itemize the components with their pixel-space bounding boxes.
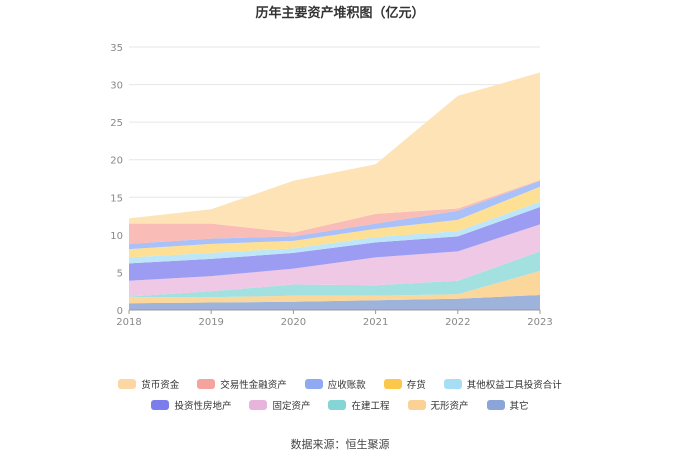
legend-item[interactable]: 货币资金 [118, 377, 179, 391]
area-series-1 [129, 270, 540, 304]
y-tick-label: 10 [110, 231, 123, 242]
y-tick-label: 30 [110, 81, 123, 92]
x-tick-label: 2023 [527, 317, 552, 328]
x-tick-label: 2019 [198, 317, 223, 328]
legend-swatch [151, 400, 170, 410]
legend-item[interactable]: 固定资产 [249, 398, 310, 412]
legend-swatch [249, 400, 268, 410]
area-series-8 [129, 180, 540, 244]
legend-label: 其他权益工具投资合计 [466, 380, 562, 391]
legend-row-2: 投资性房地产 固定资产 在建工程 无形资产 其它 [0, 398, 680, 412]
area-series-0 [129, 294, 540, 310]
area-series-3 [129, 224, 540, 297]
legend-swatch [197, 379, 216, 389]
data-source: 数据来源：恒生聚源 [290, 438, 390, 451]
legend-label: 固定资产 [272, 401, 311, 412]
y-tick-label: 20 [110, 156, 123, 167]
legend-swatch [443, 379, 462, 389]
legend-item[interactable]: 在建工程 [328, 398, 390, 412]
area-series-2 [129, 251, 540, 298]
legend-item[interactable]: 投资性房地产 [151, 398, 231, 412]
area-series-layer [129, 72, 540, 310]
legend-label: 货币资金 [141, 380, 180, 391]
legend: 货币资金 交易性金融资产 应收账款 存货 其他权益工具投资合计 投资性房地产 固定资产 在建… [0, 377, 680, 419]
legend-swatch [328, 400, 347, 410]
area-series-5 [129, 201, 540, 264]
chart-title: 历年主要资产堆积图（亿元） [255, 5, 424, 21]
legend-item[interactable]: 应收账款 [304, 377, 366, 391]
legend-swatch [486, 400, 505, 410]
legend-item[interactable]: 无形资产 [407, 398, 469, 412]
legend-label: 在建工程 [351, 401, 390, 412]
area-series-9 [129, 72, 540, 233]
legend-label: 其它 [509, 401, 529, 412]
y-tick-label: 35 [110, 43, 123, 54]
y-tick-label: 5 [117, 268, 123, 279]
x-tick-label: 2018 [116, 317, 141, 328]
y-tick-label: 0 [117, 306, 123, 317]
legend-label: 存货 [406, 380, 426, 391]
y-tick-label: 25 [110, 118, 123, 129]
legend-swatch [118, 379, 137, 389]
legend-item[interactable]: 存货 [383, 377, 426, 391]
legend-label: 投资性房地产 [174, 401, 232, 412]
legend-swatch [383, 379, 402, 389]
legend-label: 应收账款 [327, 380, 366, 391]
legend-swatch [407, 400, 426, 410]
x-tick-label: 2022 [445, 317, 470, 328]
y-tick-label: 15 [110, 193, 123, 204]
legend-label: 交易性金融资产 [220, 380, 287, 391]
area-series-7 [129, 180, 540, 250]
axes: 0 5 10 15 20 25 30 35 2018 2019 2020 2021 2022 2023 [110, 43, 552, 328]
legend-item[interactable]: 其他权益工具投资合计 [443, 377, 562, 391]
x-tick-label: 2020 [281, 317, 306, 328]
legend-row-1: 货币资金 交易性金融资产 应收账款 存货 其他权益工具投资合计 [0, 377, 680, 391]
legend-swatch [304, 379, 323, 389]
legend-item[interactable]: 其它 [486, 398, 529, 412]
legend-item[interactable]: 交易性金融资产 [197, 377, 287, 391]
x-tick-label: 2021 [363, 317, 388, 328]
legend-label: 无形资产 [430, 401, 469, 412]
area-series-6 [129, 186, 540, 258]
area-series-4 [129, 207, 540, 281]
